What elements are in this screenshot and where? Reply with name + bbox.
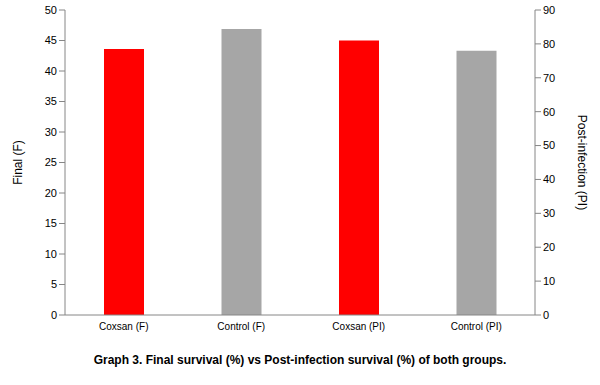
svg-text:45: 45 (45, 34, 57, 46)
svg-text:Final (F): Final (F) (11, 140, 25, 185)
svg-text:40: 40 (543, 173, 555, 185)
svg-text:Post-infection (PI): Post-infection (PI) (575, 115, 589, 210)
svg-text:10: 10 (45, 248, 57, 260)
svg-text:0: 0 (543, 309, 549, 321)
svg-text:70: 70 (543, 72, 555, 84)
svg-text:Control (PI): Control (PI) (451, 321, 502, 332)
svg-text:Coxsan (F): Coxsan (F) (99, 321, 148, 332)
svg-text:10: 10 (543, 275, 555, 287)
svg-text:30: 30 (543, 207, 555, 219)
svg-text:30: 30 (45, 126, 57, 138)
html-text:Graph 3. Final survival (%) vs: Graph 3. Final survival (%) vs Post-infe… (93, 353, 507, 367)
svg-text:5: 5 (51, 278, 57, 290)
svg-text:15: 15 (45, 217, 57, 229)
svg-text:90: 90 (543, 4, 555, 16)
svg-text:80: 80 (543, 38, 555, 50)
svg-text:0: 0 (51, 309, 57, 321)
svg-text:20: 20 (543, 241, 555, 253)
svg-text:Coxsan (PI): Coxsan (PI) (332, 321, 385, 332)
svg-text:60: 60 (543, 106, 555, 118)
svg-text:40: 40 (45, 65, 57, 77)
svg-text:20: 20 (45, 187, 57, 199)
svg-text:50: 50 (45, 4, 57, 16)
svg-text:25: 25 (45, 156, 57, 168)
svg-text:Control (F): Control (F) (217, 321, 265, 332)
svg-text:50: 50 (543, 139, 555, 151)
svg-text:35: 35 (45, 95, 57, 107)
